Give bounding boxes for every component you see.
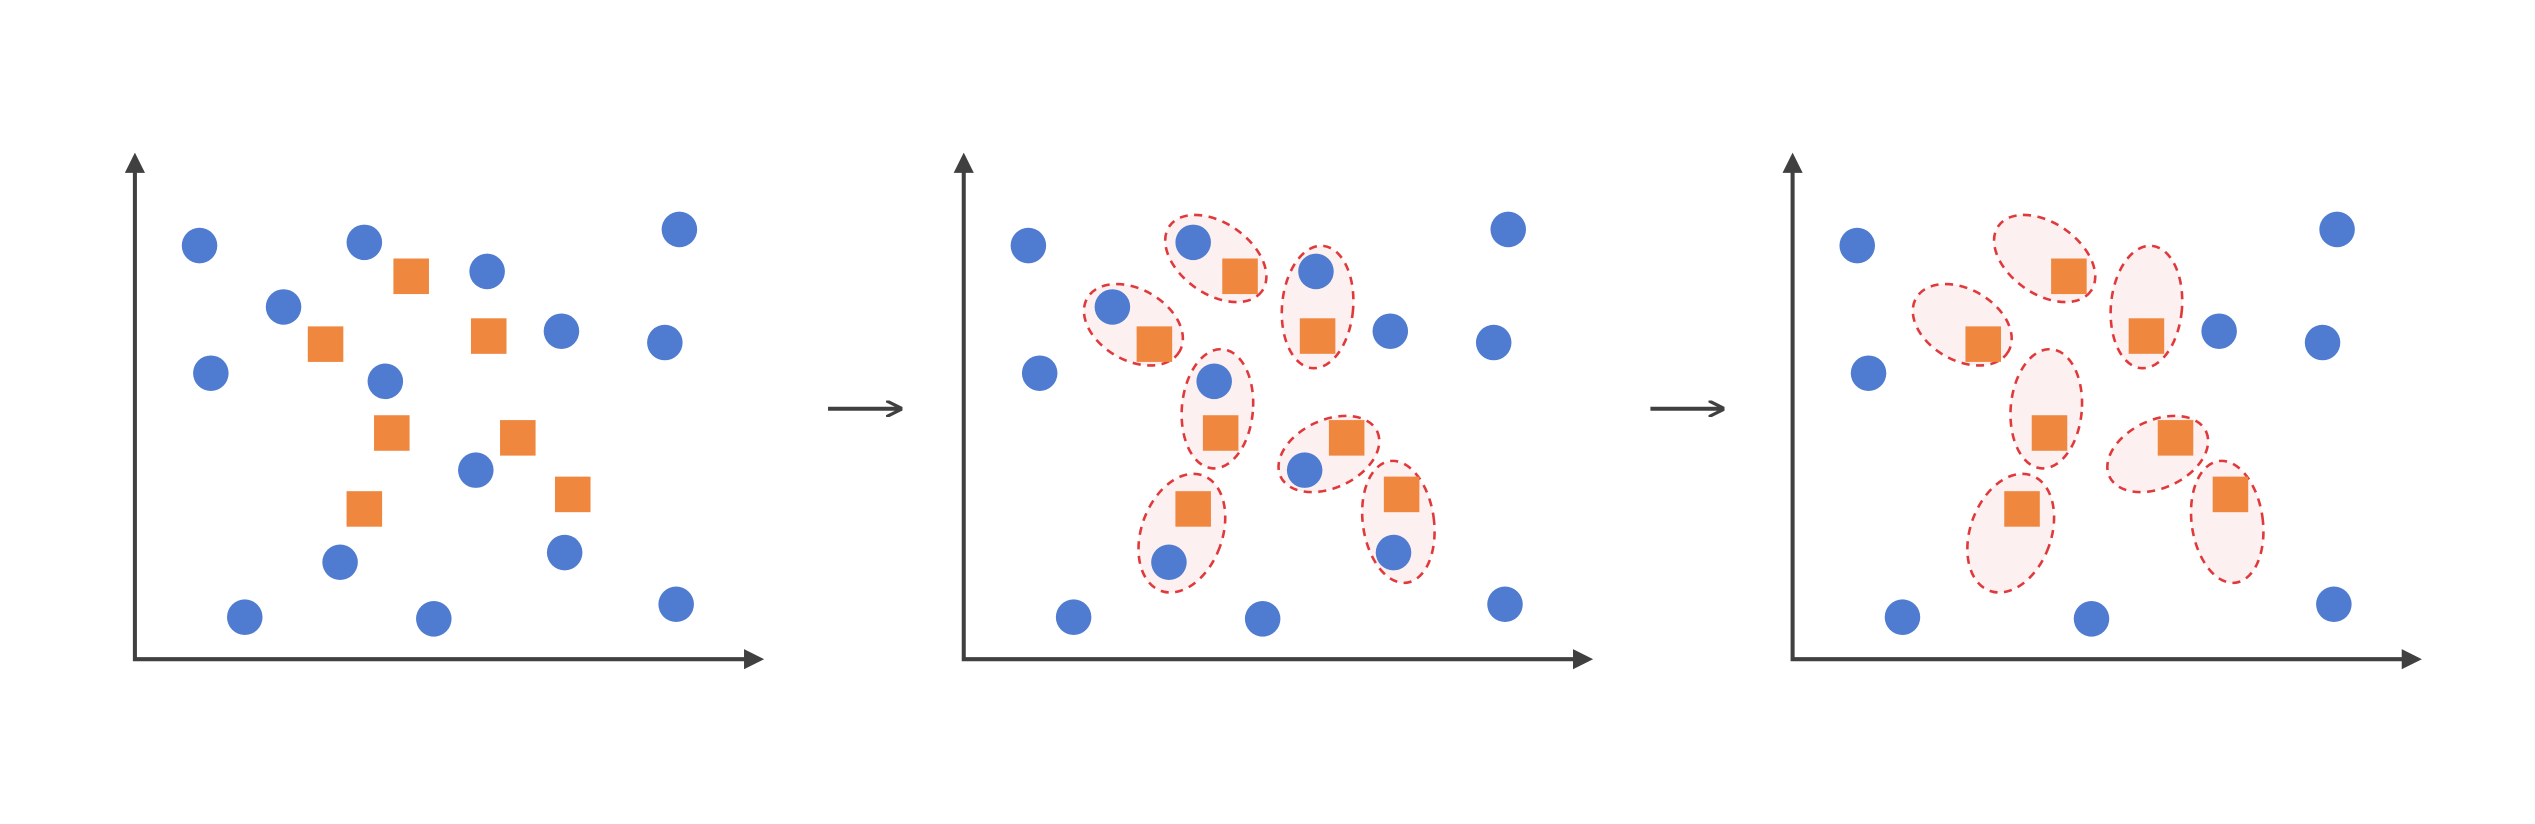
minority-point <box>470 318 507 354</box>
minority-point <box>2051 258 2087 295</box>
tomek-link <box>2109 244 2184 370</box>
panel <box>953 152 1594 670</box>
majority-point <box>1094 289 1131 325</box>
majority-point <box>367 363 404 400</box>
majority-point <box>226 599 263 635</box>
majority-point <box>661 211 698 248</box>
majority-point <box>322 544 358 581</box>
majority-point <box>1244 601 1281 637</box>
majority-point <box>1055 599 1092 635</box>
panel <box>1782 152 2422 670</box>
majority-point <box>458 452 494 488</box>
majority-point <box>1196 363 1232 400</box>
majority-point <box>658 586 694 623</box>
majority-point <box>2201 313 2237 349</box>
axes <box>953 152 1594 670</box>
majority-point <box>546 534 583 571</box>
minority-point <box>2212 476 2249 513</box>
minority-point <box>1299 318 1336 354</box>
majority-point <box>1021 355 1058 391</box>
minority-point <box>1328 420 1365 456</box>
majority-point <box>2073 601 2110 637</box>
minority-point <box>1965 326 2002 362</box>
minority-point <box>393 258 429 295</box>
majority-point <box>1487 586 1523 623</box>
panel <box>124 152 765 670</box>
majority-point <box>181 227 218 264</box>
majority-point <box>1490 211 1527 248</box>
majority-point <box>193 355 229 391</box>
majority-point <box>469 253 505 290</box>
majority-point <box>1850 355 1887 391</box>
majority-point <box>1286 452 1323 488</box>
minority-point <box>2031 415 2068 451</box>
majority-point <box>1372 313 1409 349</box>
majority-point <box>1839 227 1875 264</box>
majority-point <box>416 601 452 637</box>
majority-point <box>543 313 580 349</box>
tomek-link <box>1992 213 2097 304</box>
tomek-link <box>2009 347 2084 470</box>
minority-point <box>1136 326 1173 362</box>
minority-point <box>2157 420 2194 456</box>
minority-point <box>307 326 344 362</box>
majority-point <box>1375 534 1412 571</box>
minority-point <box>1383 476 1420 513</box>
majority-point <box>2316 586 2352 623</box>
majority-point <box>1475 324 1512 361</box>
majority-point <box>2304 324 2341 361</box>
majority-point <box>2319 211 2355 248</box>
minority-point <box>554 476 591 513</box>
minority-point <box>500 420 536 456</box>
axes <box>124 152 765 670</box>
majority-point <box>1151 544 1187 581</box>
tomek-link <box>1911 282 2014 367</box>
minority-point <box>374 415 410 451</box>
minority-point <box>1175 491 1211 527</box>
majority-point <box>265 289 302 325</box>
tomek-link <box>1082 282 1185 367</box>
majority-point <box>1884 599 1921 635</box>
minority-point <box>346 491 383 527</box>
axes <box>1782 152 2422 670</box>
majority-point <box>647 324 683 361</box>
minority-point <box>1222 258 1258 295</box>
majority-point <box>346 224 383 261</box>
majority-point <box>1010 227 1047 264</box>
tomek-link <box>1163 213 1268 304</box>
tomek-link <box>1137 472 1227 594</box>
majority-point <box>1298 253 1334 290</box>
majority-point <box>1175 224 1211 261</box>
minority-point <box>1202 415 1239 451</box>
tomek-link <box>1966 472 2056 594</box>
minority-point <box>2004 491 2040 527</box>
minority-point <box>2128 318 2165 354</box>
tomek-link <box>2189 459 2265 585</box>
